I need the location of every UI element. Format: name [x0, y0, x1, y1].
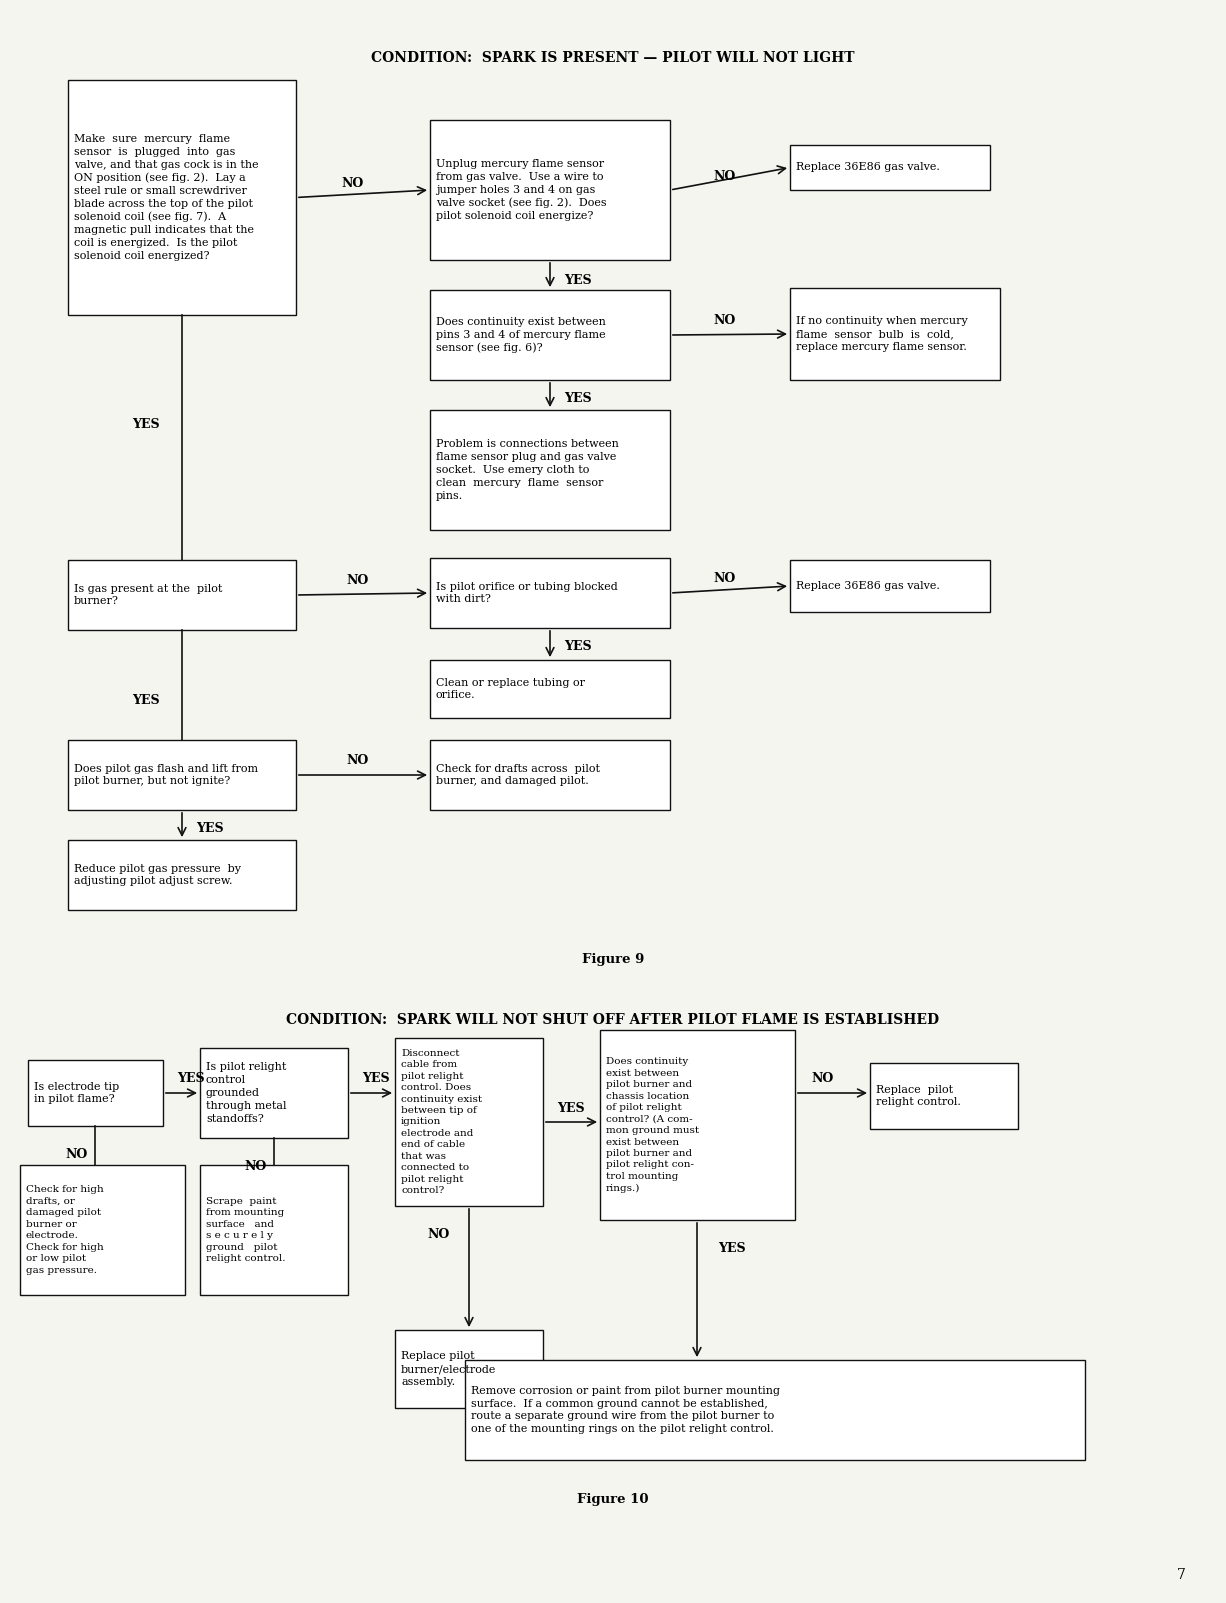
- Bar: [870, 1063, 1018, 1129]
- Bar: [20, 1165, 185, 1295]
- Text: Make  sure  mercury  flame
sensor  is  plugged  into  gas
valve, and that gas co: Make sure mercury flame sensor is plugge…: [74, 135, 259, 261]
- Text: YES: YES: [557, 1101, 585, 1114]
- Bar: [430, 290, 669, 380]
- Text: NO: NO: [428, 1228, 450, 1241]
- Text: Problem is connections between
flame sensor plug and gas valve
socket.  Use emer: Problem is connections between flame sen…: [436, 439, 619, 500]
- Text: YES: YES: [132, 418, 159, 431]
- Text: Is pilot relight
control
grounded
through metal
standoffs?: Is pilot relight control grounded throug…: [206, 1063, 287, 1124]
- Text: NO: NO: [342, 176, 364, 191]
- Text: Clean or replace tubing or
orifice.: Clean or replace tubing or orifice.: [436, 678, 585, 701]
- Bar: [395, 1039, 543, 1205]
- Bar: [430, 410, 669, 531]
- Bar: [790, 559, 991, 612]
- Text: Is electrode tip
in pilot flame?: Is electrode tip in pilot flame?: [34, 1082, 119, 1104]
- Bar: [430, 741, 669, 810]
- Text: YES: YES: [564, 640, 592, 652]
- Text: Remove corrosion or paint from pilot burner mounting
surface.  If a common groun: Remove corrosion or paint from pilot bur…: [471, 1387, 780, 1435]
- Text: Reduce pilot gas pressure  by
adjusting pilot adjust screw.: Reduce pilot gas pressure by adjusting p…: [74, 864, 242, 886]
- Text: YES: YES: [196, 821, 224, 835]
- Text: YES: YES: [132, 694, 159, 707]
- Text: Replace pilot
burner/electrode
assembly.: Replace pilot burner/electrode assembly.: [401, 1351, 497, 1387]
- Text: NO: NO: [347, 755, 369, 768]
- Text: NO: NO: [714, 170, 736, 183]
- Text: Scrape  paint
from mounting
surface   and
s e c u r e l y
ground   pilot
relight: Scrape paint from mounting surface and s…: [206, 1197, 286, 1263]
- Text: YES: YES: [564, 274, 592, 287]
- Text: Does continuity
exist between
pilot burner and
chassis location
of pilot relight: Does continuity exist between pilot burn…: [606, 1058, 699, 1193]
- Text: Does pilot gas flash and lift from
pilot burner, but not ignite?: Does pilot gas flash and lift from pilot…: [74, 763, 259, 787]
- Text: YES: YES: [564, 391, 592, 404]
- Text: YES: YES: [178, 1072, 205, 1085]
- Text: Is gas present at the  pilot
burner?: Is gas present at the pilot burner?: [74, 583, 222, 606]
- Bar: [465, 1359, 1085, 1460]
- Bar: [28, 1060, 163, 1125]
- Text: NO: NO: [714, 314, 736, 327]
- Text: Does continuity exist between
pins 3 and 4 of mercury flame
sensor (see fig. 6)?: Does continuity exist between pins 3 and…: [436, 317, 606, 353]
- Text: If no continuity when mercury
flame  sensor  bulb  is  cold,
replace mercury fla: If no continuity when mercury flame sens…: [796, 316, 967, 351]
- Text: Check for drafts across  pilot
burner, and damaged pilot.: Check for drafts across pilot burner, an…: [436, 763, 600, 787]
- Text: YES: YES: [718, 1241, 745, 1255]
- Text: Replace 36E86 gas valve.: Replace 36E86 gas valve.: [796, 580, 940, 592]
- Bar: [67, 80, 295, 316]
- Text: Figure 10: Figure 10: [577, 1494, 649, 1507]
- Text: NO: NO: [65, 1148, 87, 1161]
- Bar: [430, 558, 669, 628]
- Text: NO: NO: [812, 1072, 834, 1085]
- Text: Replace  pilot
relight control.: Replace pilot relight control.: [877, 1085, 961, 1108]
- Text: NO: NO: [244, 1159, 266, 1172]
- Text: Figure 9: Figure 9: [582, 954, 644, 967]
- Bar: [790, 289, 1000, 380]
- Bar: [67, 741, 295, 810]
- Text: Disconnect
cable from
pilot relight
control. Does
continuity exist
between tip o: Disconnect cable from pilot relight cont…: [401, 1048, 482, 1196]
- Text: Unplug mercury flame sensor
from gas valve.  Use a wire to
jumper holes 3 and 4 : Unplug mercury flame sensor from gas val…: [436, 159, 607, 221]
- Bar: [200, 1048, 348, 1138]
- Bar: [430, 120, 669, 260]
- Text: YES: YES: [362, 1072, 390, 1085]
- Text: 7: 7: [1177, 1568, 1186, 1582]
- Bar: [790, 144, 991, 191]
- Bar: [67, 559, 295, 630]
- Text: Is pilot orifice or tubing blocked
with dirt?: Is pilot orifice or tubing blocked with …: [436, 582, 618, 604]
- Bar: [430, 660, 669, 718]
- Text: NO: NO: [347, 574, 369, 588]
- Bar: [600, 1031, 794, 1220]
- Text: Replace 36E86 gas valve.: Replace 36E86 gas valve.: [796, 162, 940, 173]
- Text: NO: NO: [714, 572, 736, 585]
- Text: Check for high
drafts, or
damaged pilot
burner or
electrode.
Check for high
or l: Check for high drafts, or damaged pilot …: [26, 1186, 104, 1274]
- Bar: [200, 1165, 348, 1295]
- Text: CONDITION:  SPARK WILL NOT SHUT OFF AFTER PILOT FLAME IS ESTABLISHED: CONDITION: SPARK WILL NOT SHUT OFF AFTER…: [287, 1013, 939, 1028]
- Text: CONDITION:  SPARK IS PRESENT — PILOT WILL NOT LIGHT: CONDITION: SPARK IS PRESENT — PILOT WILL…: [371, 51, 855, 66]
- Bar: [67, 840, 295, 911]
- Bar: [395, 1330, 543, 1407]
